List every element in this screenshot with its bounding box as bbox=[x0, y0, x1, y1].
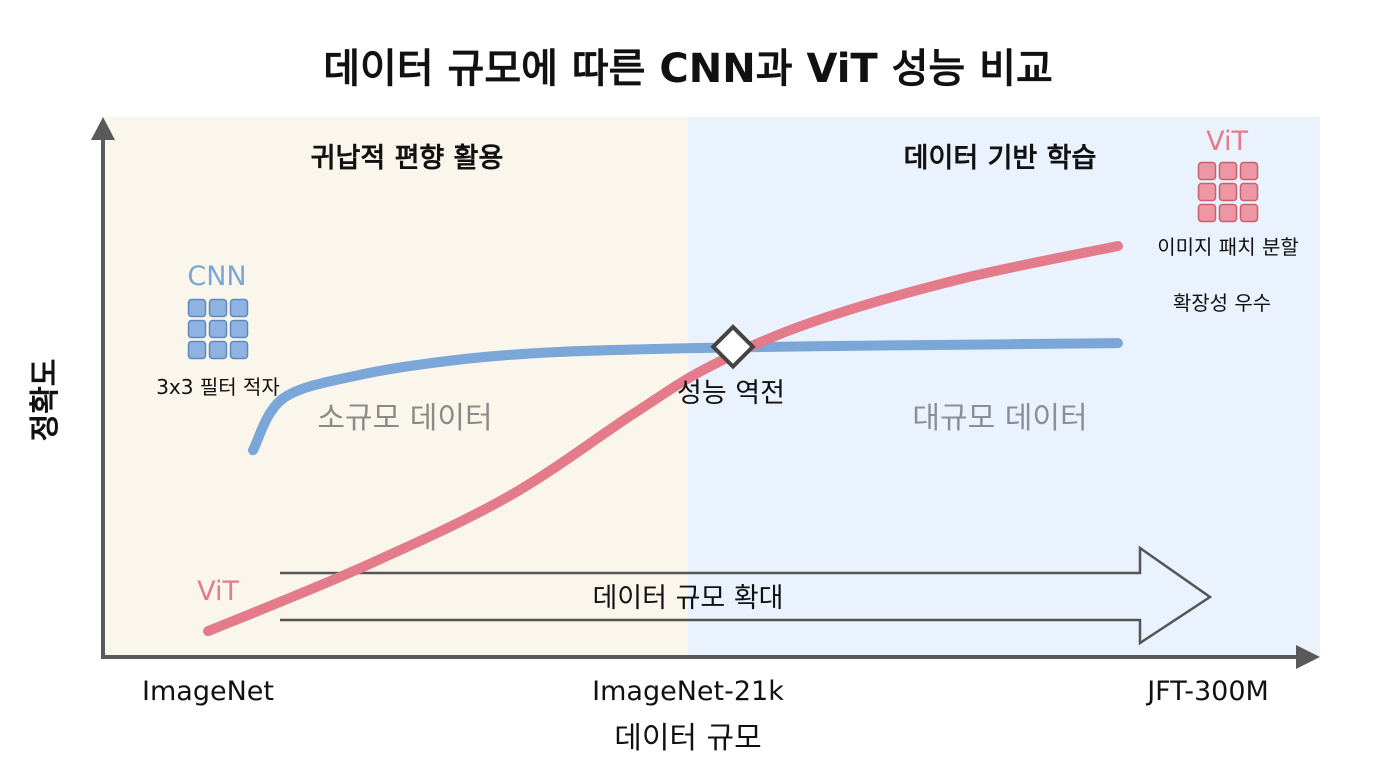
vit-patch-cell bbox=[1218, 203, 1238, 223]
vit-icon-caption: 이미지 패치 분할 bbox=[1157, 235, 1299, 259]
vit-patch-cell bbox=[1197, 182, 1217, 202]
y-axis-arrowhead bbox=[91, 117, 115, 140]
cnn-filter-grid-icon bbox=[187, 298, 249, 360]
cnn-filter-cell bbox=[229, 298, 249, 318]
vit-patch-cell bbox=[1218, 161, 1238, 181]
x-axis-label: 데이터 규모 bbox=[614, 721, 762, 756]
vit-patch-cell bbox=[1239, 161, 1259, 181]
scale-arrow-label: 데이터 규모 확대 bbox=[592, 583, 783, 614]
small-region-header: 귀납적 편향 활용 bbox=[311, 143, 504, 174]
cnn-icon-caption: 3x3 필터 적자 bbox=[156, 375, 280, 399]
crossover-label: 성능 역전 bbox=[677, 378, 785, 409]
scale-arrow: 데이터 규모 확대 bbox=[280, 545, 1213, 646]
small-region-label: 소규모 데이터 bbox=[317, 401, 492, 436]
cnn-filter-cell bbox=[229, 319, 249, 339]
vit-top-label: ViT bbox=[1206, 126, 1248, 157]
cnn-series-label: CNN bbox=[187, 261, 246, 292]
cnn-filter-cell bbox=[187, 340, 207, 360]
x-tick-imagenet: ImageNet bbox=[142, 676, 274, 707]
large-region-label: 대규모 데이터 bbox=[912, 401, 1087, 436]
crossover-marker bbox=[710, 324, 756, 370]
vit-patch-cell bbox=[1197, 161, 1217, 181]
cnn-filter-cell bbox=[187, 298, 207, 318]
x-tick-jft-300m: JFT-300M bbox=[1145, 676, 1269, 707]
vit-patch-cell bbox=[1239, 182, 1259, 202]
cnn-end-caption: 확장성 우수 bbox=[1173, 291, 1271, 315]
x-tick-imagenet-21k: ImageNet-21k bbox=[592, 676, 784, 707]
vit-patch-cell bbox=[1197, 203, 1217, 223]
axes bbox=[91, 117, 1320, 669]
cnn-series-line bbox=[248, 338, 1123, 456]
small-data-region bbox=[103, 117, 688, 657]
cnn-filter-cell bbox=[208, 298, 228, 318]
vit-patch-cell bbox=[1218, 182, 1238, 202]
vit-series-line bbox=[203, 240, 1123, 637]
vit-series-label: ViT bbox=[197, 576, 239, 607]
vit-patch-cell bbox=[1239, 203, 1259, 223]
x-axis-arrowhead bbox=[1296, 645, 1320, 669]
large-region-header: 데이터 기반 학습 bbox=[904, 143, 1097, 174]
vit-patch-grid-icon bbox=[1197, 161, 1259, 223]
cnn-filter-cell bbox=[208, 319, 228, 339]
y-axis-label: 정확도 bbox=[28, 359, 63, 442]
cnn-filter-cell bbox=[229, 340, 249, 360]
scale-arrow-shape bbox=[280, 545, 1213, 646]
cnn-filter-cell bbox=[187, 319, 207, 339]
chart-title: 데이터 규모에 따른 CNN과 ViT 성능 비교 bbox=[323, 46, 1053, 92]
cnn-filter-cell bbox=[208, 340, 228, 360]
